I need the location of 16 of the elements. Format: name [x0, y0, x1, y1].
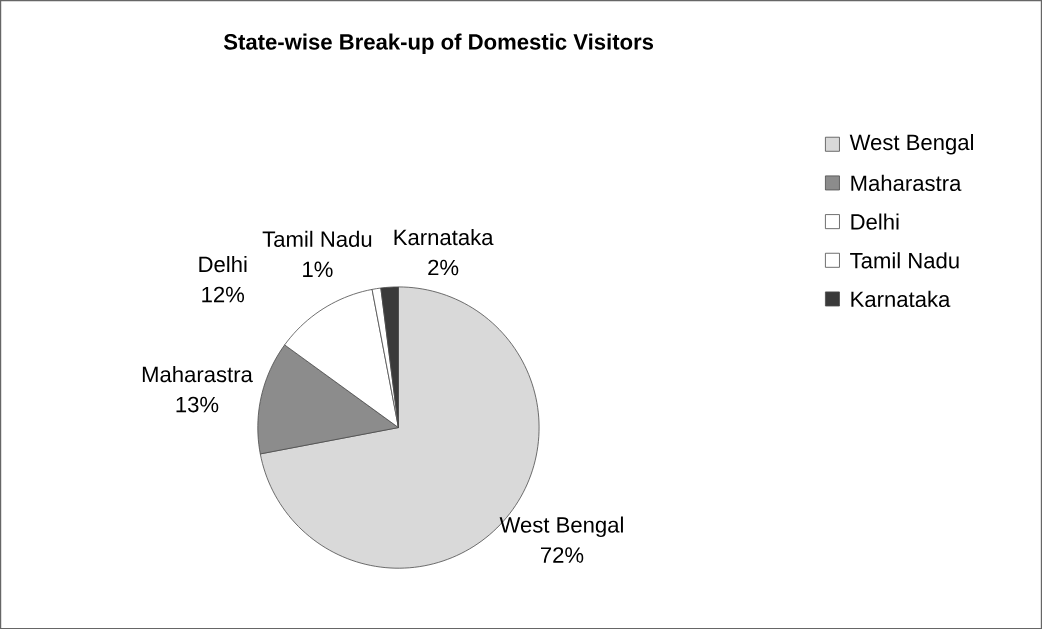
legend-label: Karnataka [851, 290, 951, 308]
legend-label: West Bengal [849, 133, 973, 155]
legend-label: Tamil Nadu [850, 252, 959, 269]
data-label: 13% [176, 396, 219, 413]
slice-label: Karnataka [394, 228, 494, 246]
slice-label: Tamil Nadu [262, 230, 372, 247]
slice-label: Delhi [199, 255, 247, 273]
slice-label: West Bengal [499, 516, 623, 538]
legend-label: Maharastra [851, 174, 962, 192]
data-label: 1% [303, 261, 333, 278]
chart-title: State-wise Break-up of Domestic Visitors [223, 33, 654, 55]
data-label: 2% [428, 259, 459, 276]
legend-label: Delhi [851, 213, 899, 230]
data-label: 12% [202, 286, 245, 303]
slice-label: Maharastra [142, 365, 253, 383]
data-label: 72% [540, 547, 584, 563]
